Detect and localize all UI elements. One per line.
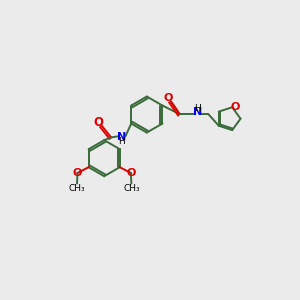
Text: H: H (195, 104, 201, 113)
Text: O: O (94, 116, 103, 129)
Text: O: O (72, 168, 82, 178)
Text: O: O (163, 94, 173, 103)
Text: CH₃: CH₃ (123, 184, 140, 193)
Text: O: O (127, 168, 136, 178)
Text: CH₃: CH₃ (69, 184, 85, 193)
Text: H: H (118, 137, 125, 146)
Text: O: O (230, 102, 240, 112)
Text: N: N (194, 107, 202, 117)
Text: N: N (117, 132, 126, 142)
